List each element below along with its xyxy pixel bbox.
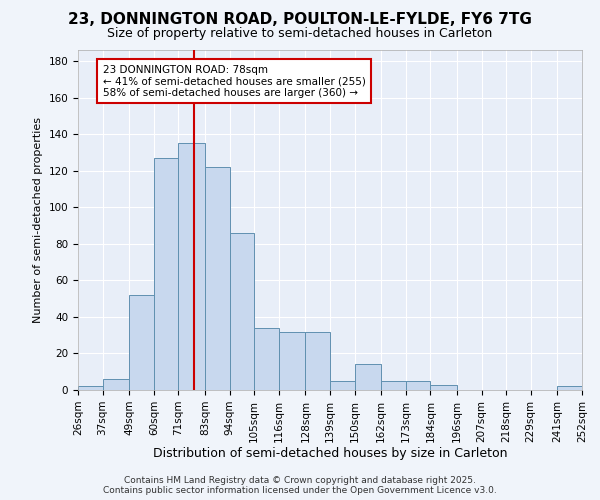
Bar xyxy=(154,158,178,390)
Bar xyxy=(78,386,103,390)
Y-axis label: Number of semi-detached properties: Number of semi-detached properties xyxy=(33,117,43,323)
Bar xyxy=(254,328,279,390)
Text: Size of property relative to semi-detached houses in Carleton: Size of property relative to semi-detach… xyxy=(107,28,493,40)
Bar xyxy=(230,233,254,390)
Bar xyxy=(381,381,406,390)
Bar xyxy=(430,384,457,390)
Bar xyxy=(406,381,430,390)
Bar xyxy=(178,143,205,390)
Bar xyxy=(330,381,355,390)
Bar xyxy=(355,364,381,390)
Text: Contains HM Land Registry data © Crown copyright and database right 2025.
Contai: Contains HM Land Registry data © Crown c… xyxy=(103,476,497,495)
Bar xyxy=(305,332,330,390)
Text: 23 DONNINGTON ROAD: 78sqm
← 41% of semi-detached houses are smaller (255)
58% of: 23 DONNINGTON ROAD: 78sqm ← 41% of semi-… xyxy=(103,64,365,98)
X-axis label: Distribution of semi-detached houses by size in Carleton: Distribution of semi-detached houses by … xyxy=(153,448,507,460)
Bar xyxy=(557,386,582,390)
Bar xyxy=(103,379,129,390)
Bar xyxy=(129,295,154,390)
Text: 23, DONNINGTON ROAD, POULTON-LE-FYLDE, FY6 7TG: 23, DONNINGTON ROAD, POULTON-LE-FYLDE, F… xyxy=(68,12,532,28)
Bar xyxy=(205,167,230,390)
Bar xyxy=(279,332,305,390)
